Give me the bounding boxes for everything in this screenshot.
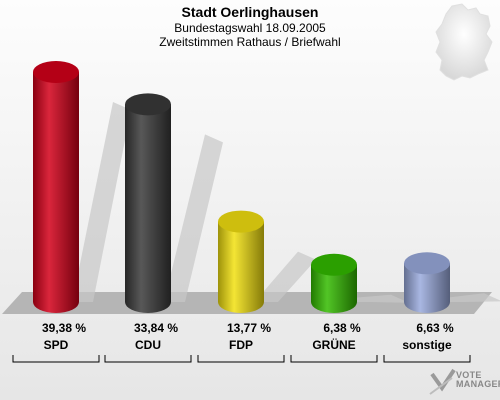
chart-header: Stadt Oerlinghausen Bundestagswahl 18.09… <box>0 4 500 49</box>
chart-subtitle-scope: Zweitstimmen Rathaus / Briefwahl <box>159 35 341 49</box>
bar-shadow-sonstige <box>444 293 500 302</box>
bar-shadow-grne <box>351 294 409 303</box>
vote-manager-logo-text: VOTE MANAGER <box>456 371 500 389</box>
category-bracket-spd <box>12 355 100 363</box>
bar-shadow-fdp <box>258 251 316 302</box>
vote-manager-logo-icon <box>429 368 456 395</box>
category-label-grne: GRÜNE <box>312 337 355 352</box>
value-label-spd: 39,38 % <box>42 321 86 335</box>
logo-line-manager: MANAGER <box>456 379 500 389</box>
value-label-cdu: 33,84 % <box>134 321 178 335</box>
category-bracket-sonstige <box>383 355 471 363</box>
bar-shadow-spd <box>73 102 131 302</box>
category-bracket-grne <box>290 355 378 363</box>
value-label-fdp: 13,77 % <box>227 321 271 335</box>
bar-top-cdu <box>125 93 171 116</box>
bar-top-fdp <box>218 210 264 233</box>
value-label-sonstige: 6,63 % <box>416 321 454 335</box>
bar-cdu <box>125 104 171 313</box>
bar-top-sonstige <box>404 252 450 275</box>
chart-subtitle-election: Bundestagswahl 18.09.2005 <box>174 21 326 35</box>
category-label-sonstige: sonstige <box>402 338 452 352</box>
category-label-spd: SPD <box>44 338 69 352</box>
bar-top-grne <box>311 253 357 276</box>
bar-spd <box>33 72 79 313</box>
value-label-grne: 6,38 % <box>323 321 361 335</box>
category-label-fdp: FDP <box>229 338 253 352</box>
germany-map-icon <box>435 3 493 81</box>
bar-top-spd <box>33 61 79 83</box>
bar-shadow-cdu <box>165 134 223 302</box>
category-bracket-fdp <box>197 355 285 363</box>
bar-grne <box>311 264 357 313</box>
category-label-cdu: CDU <box>135 338 161 352</box>
chart-title: Stadt Oerlinghausen <box>181 4 319 20</box>
bar-sonstige <box>404 263 450 313</box>
logo-line-vote: VOTE <box>456 370 482 380</box>
category-bracket-cdu <box>104 355 192 363</box>
bar-fdp <box>218 221 264 313</box>
